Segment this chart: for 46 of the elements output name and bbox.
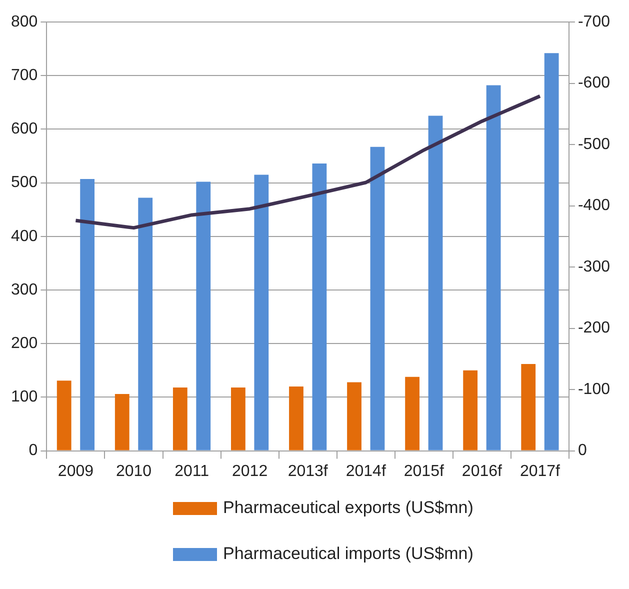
x-tick-label: 2016f [462,462,502,480]
bar [231,388,246,450]
y2-tick-label: -700 [578,13,610,30]
y2-tick-label: -400 [578,197,610,214]
bar [428,116,443,450]
y2-tick-label: -200 [578,320,610,337]
y-tick-label: 700 [10,67,38,84]
bar [56,380,72,450]
y2-tick-label: -600 [578,74,610,92]
x-tick-label: 2009 [58,462,94,480]
y-tick-label: 500 [10,174,38,192]
bar [463,370,478,450]
bar [544,53,559,450]
y2-tick-label: -300 [578,258,610,276]
y2-tick-label: 0 [578,442,587,460]
y-tick-label: 400 [10,228,38,245]
legend-label: Pharmaceutical imports (US$mn) [223,544,474,564]
bar [254,174,269,450]
bar [521,364,536,450]
y-tick-label: 200 [10,335,38,352]
bar [312,164,327,450]
x-tick-label: 2013f [288,462,328,480]
bar [405,376,420,450]
x-tick-label: 2017f [520,462,561,480]
legend-label: Pharmaceutical exports (US$mn) [223,498,474,518]
x-tick-label: 2015f [404,462,444,480]
bar [486,85,501,450]
bar [196,182,211,450]
y-tick-label: 800 [10,13,38,30]
bar [138,198,153,450]
x-tick-label: 2011 [174,462,210,480]
x-tick-label: 2014f [346,462,386,480]
y-tick-label: 600 [10,120,38,138]
x-tick-label: 2010 [116,462,152,480]
bar [172,388,188,450]
y-tick-label: 0 [28,442,38,460]
x-tick-label: 2012 [232,462,268,480]
bar [114,394,130,450]
bar [370,146,385,450]
bar [347,382,362,450]
bar [289,386,304,450]
y-tick-label: 100 [10,388,38,406]
bar [80,179,95,450]
y-tick-label: 300 [10,281,38,298]
y2-tick-label: -100 [578,380,610,398]
y2-tick-label: -500 [578,136,610,153]
